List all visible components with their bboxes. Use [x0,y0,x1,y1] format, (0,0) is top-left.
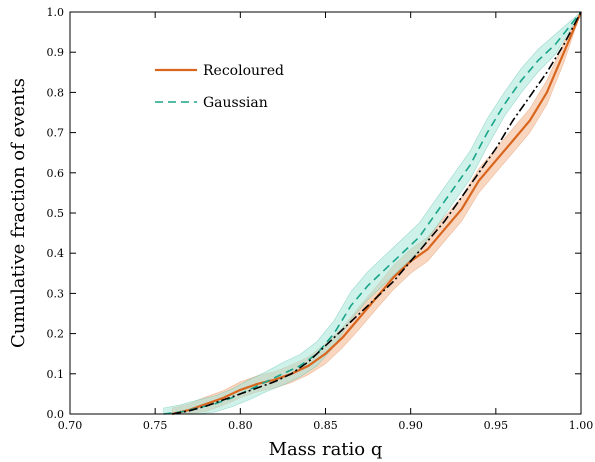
legend-label-1: Gaussian [203,95,268,111]
legend-label-0: Recoloured [203,63,284,79]
x-tick-label-0: 0.70 [58,419,83,432]
y-tick-label-2: 0.2 [47,328,65,341]
band-series-1 [163,11,582,415]
x-tick-label-2: 0.80 [228,419,253,432]
y-tick-label-10: 1.0 [47,6,65,19]
y-axis-label: Cumulative fraction of events [8,78,29,348]
line-series-1 [163,11,582,415]
x-tick-label-3: 0.85 [313,419,338,432]
y-tick-label-9: 0.9 [47,46,65,59]
y-tick-label-8: 0.8 [47,86,65,99]
axis-ticks: 0.70 0.75 0.80 0.85 0.90 0.95 1.00 0.0 0.1 0.2 0.3… [47,6,594,432]
x-axis-label: Mass ratio q [269,439,383,460]
x-tick-label-4: 0.90 [398,419,423,432]
y-tick-label-3: 0.3 [47,287,65,300]
y-tick-label-4: 0.4 [47,247,65,260]
confidence-bands [163,11,582,415]
legend: Recoloured Gaussian [155,63,284,111]
y-tick-label-7: 0.7 [47,127,65,140]
y-tick-label-1: 0.1 [47,368,65,381]
series-lines [163,11,583,416]
x-tick-label-5: 0.95 [484,419,509,432]
x-tick-label-6: 1.00 [569,419,594,432]
line-series-2 [172,11,582,415]
y-tick-label-5: 0.5 [47,207,65,220]
x-tick-label-1: 0.75 [143,419,168,432]
y-tick-label-6: 0.6 [47,167,65,180]
y-tick-label-0: 0.0 [47,408,65,421]
